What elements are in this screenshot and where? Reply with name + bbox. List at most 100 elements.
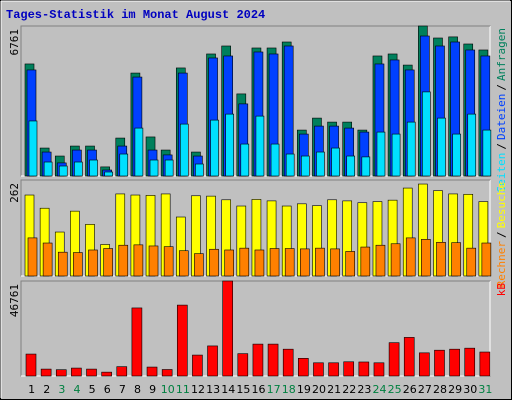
bar	[222, 280, 233, 377]
bar	[479, 351, 491, 377]
x-tick-label: 20	[312, 383, 326, 396]
bar	[25, 353, 37, 377]
bar	[148, 245, 159, 277]
x-tick-label: 30	[463, 383, 477, 396]
legend-separator: /	[495, 231, 508, 238]
bar	[301, 155, 310, 177]
bar	[104, 171, 113, 177]
bar	[27, 237, 38, 277]
bar	[116, 366, 128, 377]
bar	[255, 115, 265, 177]
x-tick-label: 28	[433, 383, 447, 396]
bar	[269, 248, 280, 277]
bar	[328, 362, 339, 377]
bar	[270, 143, 280, 177]
x-tick-label: 29	[448, 383, 462, 396]
legend-entry: kB	[495, 283, 508, 297]
bar	[437, 117, 446, 177]
x-tick-label: 6	[104, 383, 111, 396]
bar	[464, 347, 476, 377]
bar	[300, 248, 310, 277]
bar	[119, 153, 129, 177]
x-tick-label: 22	[342, 383, 356, 396]
bar	[331, 147, 340, 177]
legend-entry: Anfragen	[495, 28, 508, 81]
bar	[225, 113, 234, 177]
legend-entry: Besuche	[495, 182, 508, 228]
x-tick-label: 8	[134, 383, 141, 396]
bar	[43, 161, 53, 177]
bar	[28, 120, 38, 177]
x-tick-label: 11	[176, 383, 190, 396]
x-tick-label: 12	[191, 383, 205, 396]
x-tick-label: 19	[297, 383, 311, 396]
x-tick-label: 16	[252, 383, 266, 396]
y-tick-label: 262	[8, 183, 21, 203]
bar	[285, 153, 295, 177]
x-tick-label: 13	[206, 383, 220, 396]
legend: Rechner / Besuche	[495, 182, 508, 287]
bar	[237, 353, 249, 377]
bar	[482, 129, 492, 177]
bar	[131, 307, 143, 377]
legend: Seiten / Dateien / Anfragen	[495, 28, 508, 192]
bar	[163, 246, 174, 277]
bar	[161, 369, 173, 377]
x-tick-label: 2	[43, 383, 50, 396]
x-tick-label: 5	[89, 383, 96, 396]
bar	[134, 127, 144, 177]
x-tick-label: 23	[357, 383, 371, 396]
legend-separator: /	[495, 84, 508, 91]
bar	[298, 358, 309, 377]
bar	[194, 253, 204, 277]
bar	[101, 371, 112, 377]
bar	[452, 133, 461, 177]
bar	[210, 119, 219, 177]
bar	[434, 349, 445, 377]
bar	[57, 251, 68, 277]
x-tick-label: 31	[478, 383, 492, 396]
x-tick-label: 18	[282, 383, 296, 396]
bar	[254, 249, 265, 277]
bar	[406, 121, 416, 177]
bar	[360, 246, 371, 277]
bar	[179, 123, 189, 177]
bar	[403, 337, 415, 377]
bar	[178, 250, 189, 277]
bar	[58, 165, 68, 177]
bar	[358, 361, 370, 377]
bar	[373, 362, 385, 377]
bar	[74, 161, 83, 177]
x-tick-label: 1	[28, 383, 35, 396]
chart-title: Tages-Statistik im Monat August 2024	[6, 8, 265, 22]
x-tick-label: 4	[73, 383, 80, 396]
bar	[391, 133, 401, 177]
bar	[146, 366, 158, 377]
bar	[224, 249, 234, 277]
y-tick-label: 46761	[8, 284, 21, 317]
bar	[313, 362, 324, 377]
bar	[195, 163, 204, 177]
bar	[282, 348, 294, 377]
bar	[388, 342, 400, 377]
bar	[42, 242, 53, 277]
bar	[239, 247, 250, 277]
bar	[240, 143, 250, 177]
bar	[421, 239, 431, 277]
x-tick-label: 7	[119, 383, 126, 396]
y-tick-label: 6761	[8, 29, 21, 56]
x-tick-label: 9	[149, 383, 156, 396]
bar	[176, 304, 188, 377]
bar	[405, 237, 416, 277]
x-tick-label: 25	[388, 383, 402, 396]
bar	[390, 243, 401, 277]
legend: kB	[495, 283, 508, 297]
bar	[316, 151, 325, 177]
bar	[467, 113, 477, 177]
x-tick-label: 24	[373, 383, 387, 396]
bar	[267, 343, 279, 377]
x-tick-label: 14	[221, 383, 235, 396]
x-tick-label: 27	[418, 383, 432, 396]
legend-entry: Rechner	[495, 241, 508, 288]
